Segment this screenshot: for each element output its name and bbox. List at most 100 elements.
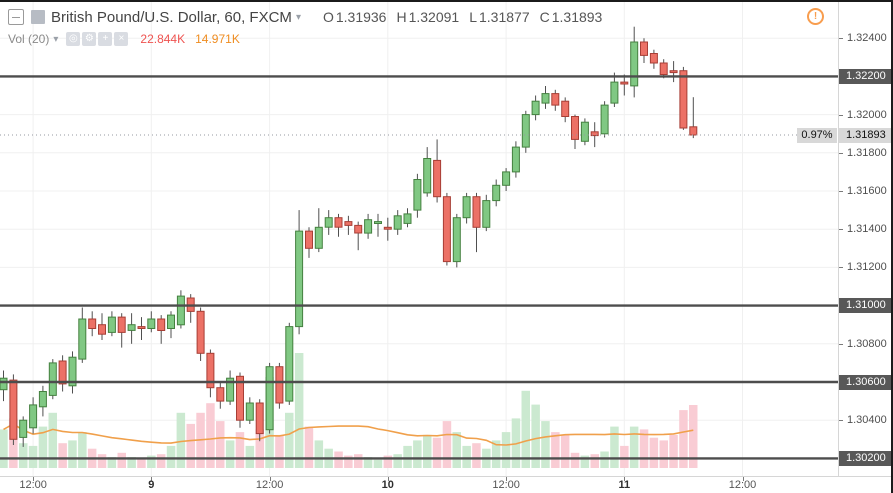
candle	[19, 416, 28, 447]
volume-bar	[245, 445, 255, 468]
candle	[659, 59, 668, 79]
chevron-down-icon[interactable]: ▾	[53, 33, 59, 45]
candle	[511, 141, 520, 178]
volume-bar	[590, 454, 599, 468]
volume-indicator-label[interactable]: Vol (20)	[8, 32, 50, 46]
volume-bar	[304, 426, 314, 468]
price-axis-tick	[839, 229, 843, 231]
volume-bar	[275, 434, 284, 468]
candle	[0, 370, 8, 402]
candle	[344, 215, 353, 235]
window-right-border	[891, 0, 893, 493]
volume-bar	[580, 455, 590, 468]
volume-bar	[570, 452, 580, 468]
volume-bar	[19, 443, 28, 468]
price-axis-tick	[839, 420, 843, 422]
candle	[265, 362, 274, 434]
candle	[452, 213, 461, 268]
volume-bar	[186, 423, 195, 468]
close-icon[interactable]: ×	[114, 32, 129, 46]
candle	[176, 290, 185, 329]
volume-bar	[413, 440, 422, 468]
symbol-title[interactable]: British Pound/U.S. Dollar, 60, FXCM	[51, 8, 292, 26]
time-axis-tick	[624, 477, 626, 481]
price-axis[interactable]: 1.32400 1.32200 1.32000 1.31800 1.31600 1.314…	[838, 0, 893, 476]
price-axis-tick	[839, 152, 843, 154]
time-axis-tick	[506, 477, 508, 481]
time-axis-tick	[269, 477, 271, 481]
volume-bar	[462, 445, 471, 468]
chevron-down-icon[interactable]: ▾	[295, 11, 301, 23]
time-axis-tick	[387, 477, 389, 481]
volume-bar	[147, 455, 156, 468]
candle	[630, 26, 639, 98]
candle	[561, 97, 570, 123]
candle	[324, 210, 333, 235]
volume-bar	[78, 432, 87, 468]
volume-bar	[127, 457, 136, 468]
time-axis-tick	[742, 477, 744, 481]
candle	[127, 313, 136, 344]
current-price-label: 1.31893	[839, 127, 893, 143]
sr-price-label: 1.32200	[839, 68, 893, 84]
candle	[492, 179, 501, 207]
add-icon[interactable]: +	[98, 32, 113, 46]
price-axis-label: 1.31600	[847, 185, 887, 197]
candle	[669, 61, 678, 83]
price-axis-label: 1.31800	[847, 146, 887, 159]
time-axis-label: 12:00	[492, 479, 520, 491]
sr-price-label: 1.30600	[839, 374, 893, 390]
candle	[551, 89, 560, 111]
candle	[38, 385, 47, 417]
volume-bar	[235, 432, 245, 468]
volume-bar	[452, 432, 461, 468]
volume-bar	[344, 455, 353, 468]
volume-bar	[531, 404, 540, 468]
candle	[305, 227, 313, 258]
data-delay-warning-icon[interactable]: !	[807, 8, 824, 25]
candles-layer	[0, 26, 698, 447]
candle	[590, 122, 599, 148]
candle	[442, 192, 451, 266]
ohlc-readout: O 1.31936 H 1.32091 L 1.31877 C 1.31893	[323, 9, 612, 25]
volume-bar	[363, 457, 373, 468]
candle	[216, 382, 225, 409]
candle	[413, 173, 422, 218]
candle	[255, 399, 264, 442]
volume-bar	[166, 445, 176, 468]
candle	[334, 213, 343, 237]
volume-bar	[107, 457, 117, 468]
candle	[521, 110, 530, 153]
volume-bar	[600, 451, 609, 468]
candle	[88, 311, 97, 337]
price-axis-tick	[839, 267, 843, 269]
gear-icon[interactable]: ⚙	[82, 32, 97, 46]
visibility-icon[interactable]: ◎	[66, 32, 81, 46]
candle	[295, 210, 304, 335]
candle	[196, 307, 205, 361]
time-axis-tick	[151, 477, 153, 481]
window-top-border	[0, 0, 893, 2]
time-axis-label: 12:00	[19, 479, 47, 491]
candle	[78, 307, 87, 363]
time-axis-day-label: 11	[618, 479, 631, 491]
volume-bar	[423, 434, 432, 468]
volume-ma-value: 14.971K	[195, 32, 240, 46]
time-axis-label: 12:00	[255, 479, 284, 491]
volume-bar	[491, 440, 501, 468]
price-axis-tick	[839, 38, 843, 40]
price-axis-tick	[839, 191, 843, 192]
low-label: L	[469, 9, 477, 25]
volume-bar	[285, 412, 294, 468]
candle	[531, 95, 540, 121]
time-axis[interactable]: 12:00 9 12:00 10 12:00 11 12:00	[0, 476, 893, 493]
collapse-legend-icon[interactable]	[8, 9, 24, 25]
volume-bar	[442, 421, 452, 468]
volume-bar	[560, 434, 570, 468]
high-value: 1.32091	[408, 9, 460, 25]
volume-bar	[206, 403, 215, 468]
price-axis-label: 1.32400	[847, 32, 887, 45]
volume-bar	[501, 432, 511, 468]
